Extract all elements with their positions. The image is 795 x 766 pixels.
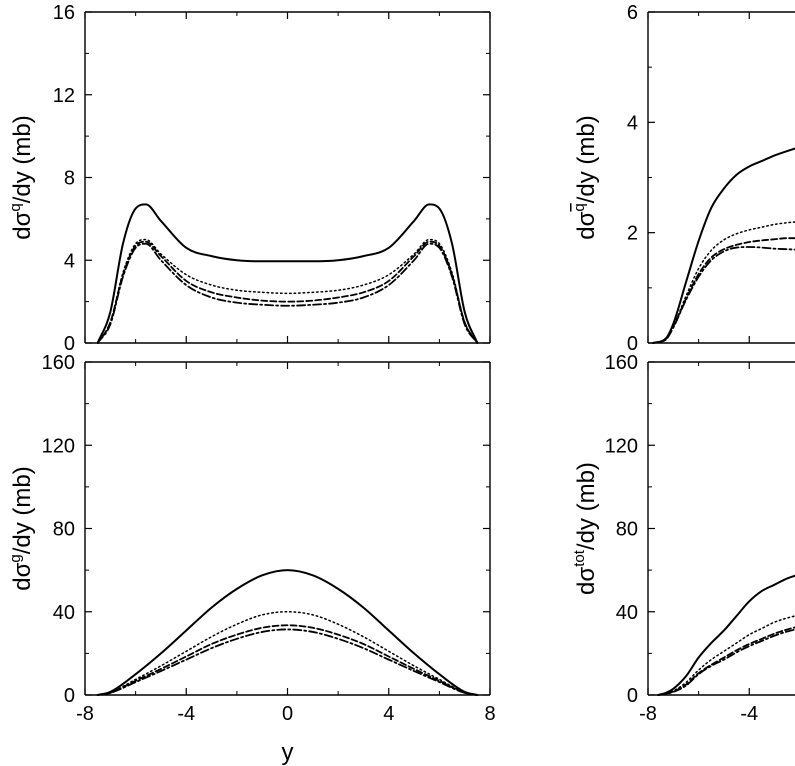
y-axis-title: dσg/dy (mb) bbox=[7, 466, 36, 591]
x-tick-label: 4 bbox=[383, 703, 394, 725]
x-tick-label: -4 bbox=[177, 703, 195, 725]
y-tick-label: 120 bbox=[605, 435, 638, 457]
y-axis-title: dσtot/dy (mb) bbox=[571, 462, 600, 595]
y-title-prefix: dσ bbox=[9, 211, 36, 239]
y-title-suffix: /dy (mb) bbox=[9, 466, 36, 554]
y-tick-label: 8 bbox=[64, 168, 75, 190]
series-line-solid bbox=[96, 569, 479, 696]
series-line-dashed bbox=[96, 240, 479, 344]
panel-gluon: 0 40 80 120 160 -8 -4 0 4 8 dσg/dy (mb) y bbox=[7, 352, 496, 766]
y-axis-title: dσq/dy (mb) bbox=[571, 115, 600, 240]
series-line-dash-dot bbox=[657, 628, 795, 696]
y-tick-label: 12 bbox=[53, 85, 75, 107]
y-tick-label: 0 bbox=[64, 333, 75, 355]
series-line-solid bbox=[652, 147, 795, 344]
y-tick-label: 40 bbox=[53, 602, 75, 624]
y-axis-title: dσq/dy (mb) bbox=[7, 115, 36, 240]
y-title-suffix: /dy (mb) bbox=[9, 115, 36, 203]
y-tick-label: 16 bbox=[53, 2, 75, 24]
y-title-sup: tot bbox=[571, 549, 588, 567]
y-title-suffix: /dy (mb) bbox=[573, 115, 600, 203]
y-title-prefix: dσ bbox=[9, 562, 36, 590]
y-tick-label: 0 bbox=[627, 685, 638, 707]
series-line-dotted bbox=[96, 238, 479, 344]
y-title-sup: g bbox=[7, 554, 24, 562]
series-line-dash-dot bbox=[96, 628, 479, 696]
x-tick-label: 8 bbox=[484, 703, 495, 725]
x-tick-label: -8 bbox=[639, 703, 657, 725]
y-title-sup: q bbox=[571, 203, 588, 211]
y-tick-label: 80 bbox=[616, 519, 638, 541]
y-tick-label: 120 bbox=[42, 435, 75, 457]
series-line-dash-dot bbox=[652, 246, 795, 344]
series-line-dotted bbox=[657, 615, 795, 696]
x-tick-label: -8 bbox=[76, 703, 94, 725]
y-tick-label: 2 bbox=[627, 223, 638, 245]
panel-total: 0 40 80 120 160 -8 -4 dσtot/dy (mb) bbox=[571, 352, 795, 725]
y-tick-label: 6 bbox=[627, 2, 638, 24]
x-tick-label: 0 bbox=[282, 703, 293, 725]
y-title-prefix: dσ bbox=[573, 567, 600, 595]
y-tick-label: 0 bbox=[64, 685, 75, 707]
y-tick-label: 40 bbox=[616, 602, 638, 624]
y-title-sup: q bbox=[7, 203, 24, 211]
y-tick-label: 160 bbox=[605, 352, 638, 374]
panel-quark: 0 4 8 12 16 dσq/dy (mb) bbox=[7, 2, 491, 355]
y-tick-label: 4 bbox=[64, 250, 75, 272]
y-title-prefix: dσ bbox=[573, 211, 600, 239]
panel-antiquark: 0 2 4 6 dσq/dy (mb) bbox=[571, 2, 795, 355]
y-tick-label: 4 bbox=[627, 112, 638, 134]
series-line-dotted bbox=[96, 610, 479, 696]
series-line-dashed bbox=[96, 624, 479, 696]
series-line-dash-dot bbox=[96, 242, 479, 344]
y-title-suffix: /dy (mb) bbox=[573, 462, 600, 550]
y-tick-label: 80 bbox=[53, 519, 75, 541]
series-line-solid bbox=[96, 203, 479, 344]
y-tick-label: 0 bbox=[627, 333, 638, 355]
y-tick-label: 160 bbox=[42, 352, 75, 374]
x-tick-label: -4 bbox=[740, 703, 758, 725]
series-line-solid bbox=[657, 574, 795, 696]
x-axis-title: y bbox=[282, 739, 294, 766]
